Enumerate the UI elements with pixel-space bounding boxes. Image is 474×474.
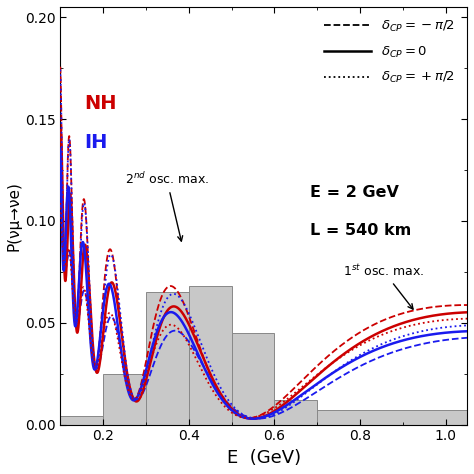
Text: 2$^{nd}$ osc. max.: 2$^{nd}$ osc. max. (125, 171, 209, 241)
Legend: $\delta_{CP}=-\pi/2$, $\delta_{CP}= 0$, $\delta_{CP}=+\pi/2$: $\delta_{CP}=-\pi/2$, $\delta_{CP}= 0$, … (319, 14, 460, 91)
Bar (232, 333, 274, 425)
Bar (274, 400, 317, 425)
Bar (146, 292, 189, 425)
Text: E = 2 GeV: E = 2 GeV (310, 185, 399, 200)
X-axis label: E  (GeV): E (GeV) (227, 449, 301, 467)
Bar (189, 286, 232, 425)
Bar (103, 374, 146, 425)
Bar (60, 417, 103, 425)
Text: IH: IH (84, 133, 107, 152)
Y-axis label: P(νμ→νe): P(νμ→νe) (7, 181, 22, 251)
Text: NH: NH (84, 94, 117, 113)
Text: L = 540 km: L = 540 km (310, 223, 412, 237)
Text: 1$^{st}$ osc. max.: 1$^{st}$ osc. max. (343, 263, 424, 309)
Bar (317, 410, 467, 425)
